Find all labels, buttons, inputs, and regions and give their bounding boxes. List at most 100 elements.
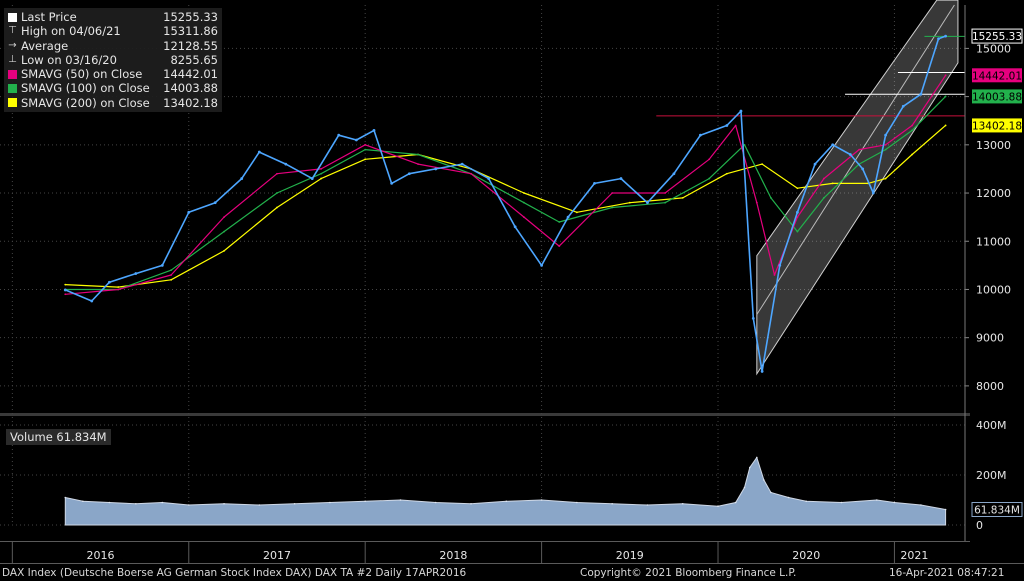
price-point: [90, 299, 94, 303]
ma2-point: [364, 148, 367, 151]
ma3-point: [170, 278, 173, 281]
ma3-point: [796, 187, 799, 190]
ma1-point: [470, 172, 472, 175]
volume-point: [64, 496, 67, 499]
price-point: [871, 191, 875, 195]
y-tick-label: 8000: [976, 380, 1004, 393]
ma3-point: [117, 286, 120, 288]
ma1-point: [117, 288, 120, 291]
volume-point: [748, 466, 751, 469]
legend-entry: SMAVG (50) on Close: [8, 67, 142, 81]
price-point: [434, 167, 438, 171]
footer-copyright: Copyright© 2021 Bloomberg Finance L.P.: [580, 567, 797, 579]
ma2-point: [320, 172, 322, 175]
volume-tick-label: 200M: [976, 469, 1007, 482]
price-point: [619, 177, 623, 180]
legend-value: 12128.55: [163, 38, 218, 53]
volume-point: [717, 505, 719, 508]
volume-point: [805, 500, 808, 503]
ma3-point: [681, 196, 684, 199]
volume-point: [399, 499, 402, 501]
ma1-point: [822, 177, 825, 180]
price-point: [813, 162, 817, 166]
y-tick-label: 11000: [976, 235, 1011, 248]
ma1-point: [523, 216, 525, 219]
y-tick-label: 12000: [976, 187, 1011, 200]
volume-tag: [971, 502, 1023, 517]
ma2-point: [743, 143, 746, 146]
legend-entry: Last Price: [8, 10, 77, 24]
price-point: [884, 133, 888, 137]
price-point: [760, 370, 764, 373]
price-point: [284, 162, 288, 166]
ma1-point: [64, 293, 67, 296]
price-tag-label: 15255.33: [972, 31, 1022, 43]
price-point: [796, 210, 799, 214]
volume-point: [329, 501, 331, 504]
price-point: [213, 201, 217, 205]
ma1-point: [664, 192, 666, 194]
ma1-point: [911, 124, 913, 127]
ma3-point: [831, 182, 834, 185]
price-point: [372, 128, 376, 132]
footer-bar: DAX Index (Deutsche Boerse AG German Sto…: [0, 566, 1024, 581]
ma3-point: [276, 206, 278, 209]
ma2-point: [417, 153, 420, 156]
ma1-point: [858, 148, 861, 151]
ma3-point: [575, 211, 578, 214]
y-tick-label: 13000: [976, 139, 1011, 152]
legend-entry: SMAVG (200) on Close: [8, 96, 150, 110]
ma3-point: [320, 177, 322, 180]
price-point: [919, 92, 923, 96]
volume-point: [787, 496, 790, 499]
legend-row: SMAVG (50) on Close 14442.01: [8, 67, 218, 81]
price-point: [672, 172, 676, 176]
volume-point: [920, 504, 922, 506]
x-tick-label: 2017: [263, 549, 291, 562]
ma1-point: [320, 168, 322, 170]
price-point: [725, 124, 729, 127]
ma3-point: [725, 172, 728, 175]
volume-point: [82, 500, 84, 503]
price-point: [778, 263, 782, 267]
legend-value: 15255.33: [163, 10, 218, 24]
legend-value: 14442.01: [163, 67, 218, 82]
ma2-point: [944, 95, 947, 98]
price-point: [861, 167, 865, 171]
price-point: [646, 201, 649, 205]
x-tick-label: 2019: [616, 549, 644, 562]
price-point: [187, 210, 191, 214]
volume-point: [734, 501, 737, 504]
legend-label: Low on 03/16/20: [21, 52, 117, 67]
ma1-point: [276, 172, 278, 175]
price-point: [487, 177, 491, 180]
legend-label: SMAVG (50) on Close: [21, 67, 143, 82]
volume-legend: Volume 61.834M: [6, 429, 111, 445]
x-tick-label: 2018: [439, 549, 467, 562]
legend-entry: → Average: [8, 39, 68, 53]
volume-point: [540, 499, 543, 501]
legend-row: SMAVG (200) on Close 13402.18: [8, 96, 218, 110]
ma1-point: [708, 158, 711, 161]
ma3-point: [944, 124, 947, 127]
volume-point: [770, 491, 772, 494]
price-point: [390, 181, 394, 185]
ma2-point: [664, 201, 666, 204]
price-point: [566, 215, 570, 219]
price-tag: [972, 89, 1022, 104]
ma1-point: [417, 163, 420, 166]
legend-row: ⊤ High on 04/06/21 15311.86: [8, 24, 218, 38]
volume-legend-label: Volume 61.834M: [10, 430, 107, 444]
ma2-point: [911, 129, 913, 132]
legend-value: 8255.65: [170, 52, 218, 67]
volume-point: [108, 501, 111, 504]
price-point: [63, 288, 67, 292]
ma2-point: [611, 206, 614, 209]
ma2-point: [276, 192, 278, 194]
ma1-point: [223, 216, 225, 219]
legend-label: SMAVG (100) on Close: [21, 81, 150, 96]
price-point: [134, 272, 138, 275]
ma2-point: [884, 148, 887, 151]
price-tag: [972, 118, 1022, 133]
volume-tick-label: 0: [976, 519, 983, 532]
